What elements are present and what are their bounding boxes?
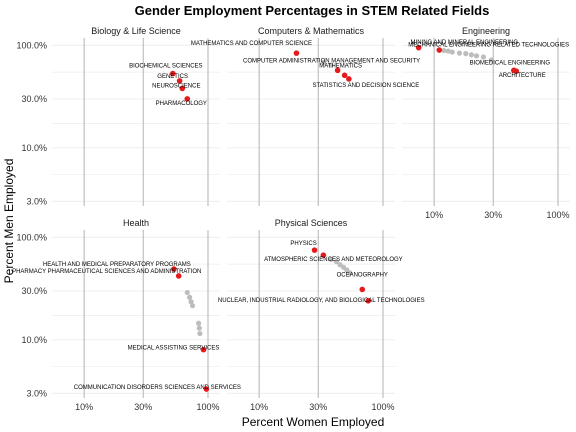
point-label: MINING AND MINERAL ENGINEERING: [411, 40, 519, 46]
other-point: [463, 51, 469, 57]
other-point: [468, 52, 475, 58]
x-tick-label: 100%: [371, 402, 394, 412]
highlight-point: [365, 298, 372, 304]
point-label: NEUROSCIENCE: [152, 83, 200, 89]
other-point: [445, 48, 451, 54]
other-point: [184, 289, 190, 296]
point-label: HEALTH AND MEDICAL PREPARATORY PROGRAMS: [43, 262, 191, 268]
x-tick-label: 30%: [484, 210, 502, 220]
highlight-point: [176, 78, 183, 84]
panel-health: Health 3.0% 10.0% 30.0% 100.0% 10% 30% 100% HEAL…: [12, 218, 241, 412]
other-point: [186, 294, 193, 300]
other-point: [320, 59, 326, 66]
x-axis-title: Percent Women Employed: [242, 415, 385, 429]
point-label: NUCLEAR, INDUSTRIAL RADIOLOGY, AND BIOLO…: [218, 298, 425, 304]
highlight-point: [203, 386, 210, 392]
highlight-point: [311, 247, 318, 253]
other-point: [196, 325, 202, 331]
highlight-point: [171, 266, 177, 272]
point-label: PHARMACOLOGY: [156, 101, 207, 107]
other-point: [441, 47, 447, 54]
panel-biology-life-science: Biology & Life Science 3.0% 10.0% 30.0% 100.…: [16, 26, 220, 206]
point-label: PHYSICS: [290, 241, 316, 247]
other-point: [480, 54, 487, 60]
point-label: PHARMACY PHARMACEUTICAL SCIENCES AND ADM…: [12, 269, 201, 275]
other-point: [197, 330, 203, 337]
point-label: MECHANICAL ENGINEERING RELATED TECHNOLOG…: [408, 43, 569, 49]
highlight-point: [320, 252, 327, 258]
panel-engineering: Engineering 10% 30% 100% MECHANICAL ENGINEER…: [402, 26, 570, 220]
highlight-point: [341, 72, 348, 79]
x-tick-label: 10%: [425, 210, 443, 220]
point-label: MATHEMATICS AND COMPUTER SCIENCE: [191, 41, 312, 47]
panel-physical-sciences: Physical Sciences 10% 30% 100% PHYSICS ATMOSP…: [218, 218, 425, 412]
panel-strip-title: Engineering: [462, 26, 510, 36]
x-tick-label: 100%: [546, 210, 569, 220]
point-label: ARCHITECTURE: [499, 73, 546, 79]
point-label: OCEANOGRAPHY: [337, 272, 388, 278]
y-tick-label: 3.0%: [26, 196, 47, 206]
x-tick-label: 100%: [196, 402, 219, 412]
facet-panels: Biology & Life Science 3.0% 10.0% 30.0% 100.…: [12, 26, 570, 412]
chart-title: Gender Employment Percentages in STEM Re…: [135, 3, 490, 18]
point-label: STATISTICS AND DECISION SCIENCE: [312, 83, 419, 89]
highlight-point: [436, 47, 443, 53]
highlight-point: [175, 273, 182, 279]
y-tick-label: 100.0%: [16, 40, 47, 50]
other-point: [449, 49, 455, 55]
highlight-point: [334, 67, 341, 74]
panel-computers-mathematics: Computers & Mathematics MATHEMATICS AND C…: [191, 26, 420, 206]
other-point: [347, 270, 353, 276]
panel-strip-title: Physical Sciences: [275, 218, 348, 228]
other-point: [189, 303, 196, 309]
x-tick-label: 10%: [250, 402, 268, 412]
highlight-point: [359, 286, 366, 293]
panel-strip-title: Computers & Mathematics: [258, 26, 365, 36]
panel-strip-title: Biology & Life Science: [91, 26, 181, 36]
other-point: [328, 62, 334, 68]
y-tick-label: 3.0%: [26, 388, 47, 398]
point-label: COMMUNICATION DISORDERS SCIENCES AND SER…: [74, 385, 241, 391]
x-tick-label: 30%: [134, 402, 152, 412]
point-label: MEDICAL ASSISTING SERVICES: [128, 346, 220, 352]
other-point: [188, 299, 194, 305]
point-label: GENETICS: [157, 74, 188, 80]
point-label: ATMOSPHERIC SCIENCES AND METEOROLOGY: [264, 257, 403, 263]
point-label: COMPUTER ADMINISTRATION MANAGEMENT AND S…: [243, 58, 420, 64]
other-point: [488, 57, 495, 63]
y-tick-label: 30.0%: [21, 286, 47, 296]
other-point: [473, 53, 480, 59]
highlight-point: [346, 76, 352, 82]
other-point: [328, 256, 334, 262]
other-point: [333, 258, 339, 265]
highlight-point: [179, 85, 186, 92]
y-tick-label: 10.0%: [21, 335, 47, 345]
point-label: BIOMEDICAL ENGINEERING: [470, 60, 551, 66]
point-label: MATHEMATICS: [319, 63, 362, 69]
y-tick-label: 10.0%: [21, 143, 47, 153]
highlight-point: [200, 346, 207, 353]
y-axis-title: Percent Men Employed: [2, 159, 16, 284]
y-tick-label: 30.0%: [21, 94, 47, 104]
other-point: [196, 320, 202, 326]
point-label: BIOCHEMICAL SCIENCES: [129, 64, 202, 70]
x-tick-label: 30%: [309, 402, 327, 412]
panel-strip-title: Health: [123, 218, 149, 228]
highlight-point: [293, 50, 300, 56]
highlight-point: [415, 44, 422, 51]
other-point: [456, 50, 463, 56]
highlight-point: [184, 96, 191, 102]
highlight-point: [513, 68, 520, 74]
y-tick-label: 100.0%: [16, 232, 47, 242]
highlight-point: [170, 70, 176, 77]
x-tick-label: 10%: [75, 402, 93, 412]
